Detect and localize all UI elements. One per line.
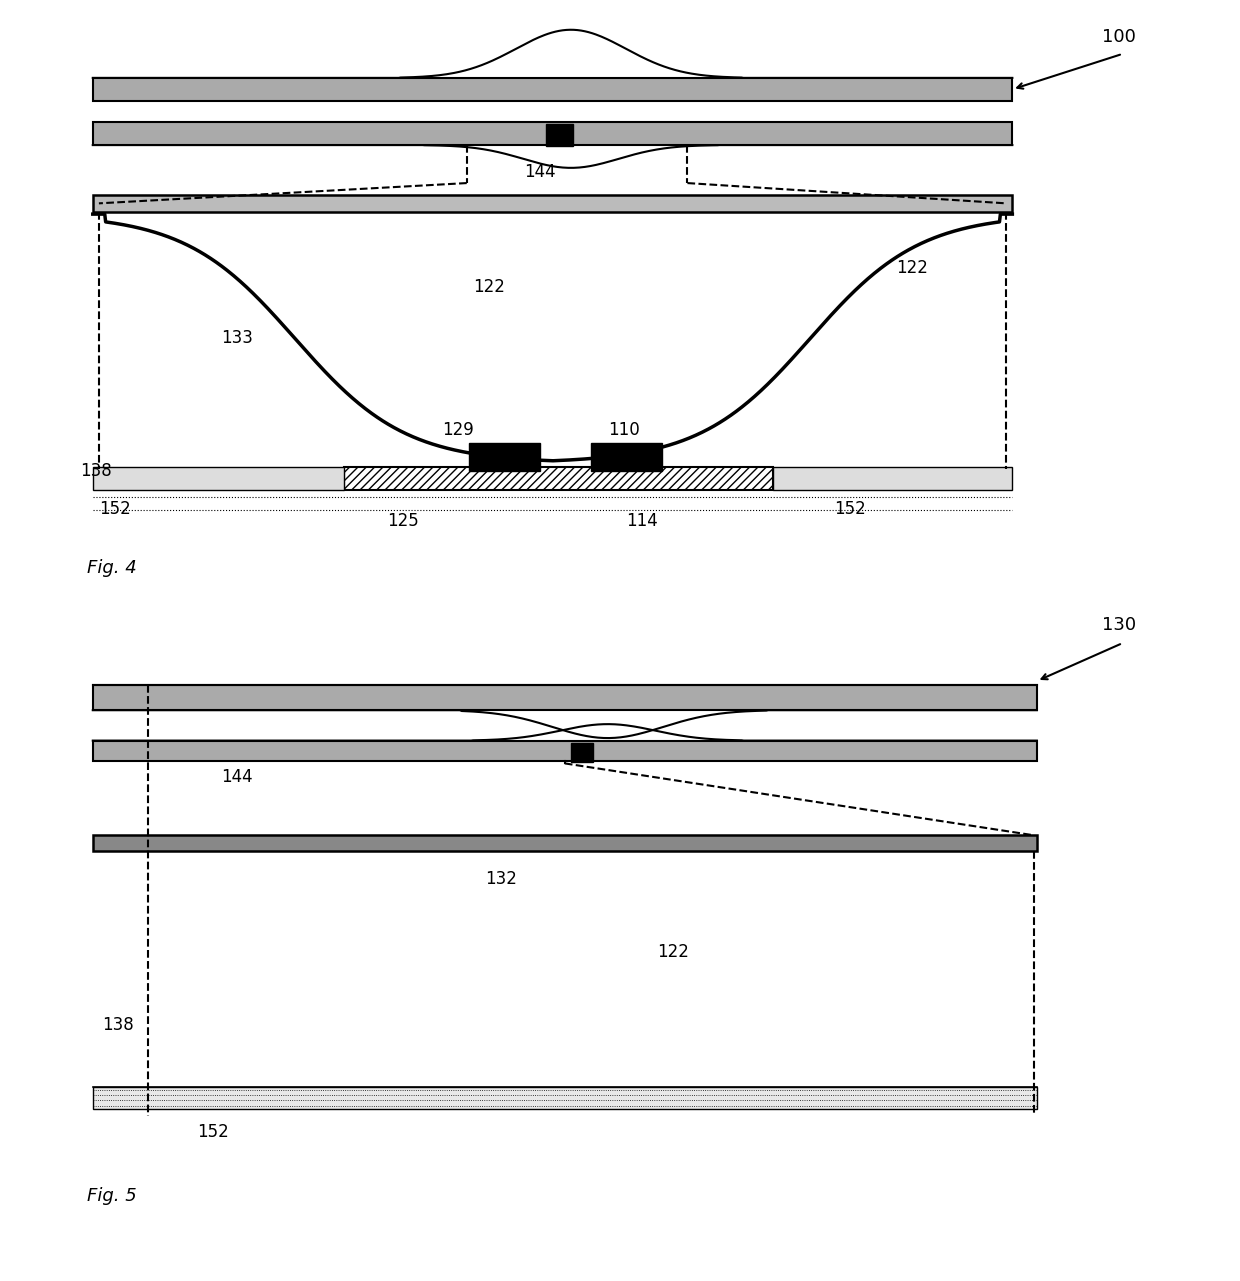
Bar xyxy=(93,466,345,489)
Text: 138: 138 xyxy=(103,1016,134,1034)
Text: 133: 133 xyxy=(222,329,253,347)
Bar xyxy=(93,195,1012,211)
Text: 122: 122 xyxy=(657,943,688,961)
Bar xyxy=(570,743,593,762)
Bar xyxy=(590,443,662,470)
Bar xyxy=(93,78,1012,101)
Bar xyxy=(93,685,1037,710)
Text: 114: 114 xyxy=(626,512,658,530)
Text: 144: 144 xyxy=(525,163,556,181)
Text: 152: 152 xyxy=(197,1123,228,1141)
Bar xyxy=(93,122,1012,145)
Bar xyxy=(547,123,573,146)
Bar xyxy=(93,740,1037,761)
Text: 110: 110 xyxy=(608,421,640,439)
Text: 122: 122 xyxy=(472,278,505,296)
Text: 130: 130 xyxy=(1102,616,1136,634)
Bar xyxy=(93,1086,1037,1109)
Bar xyxy=(469,443,541,470)
Bar xyxy=(93,835,1037,852)
Text: 132: 132 xyxy=(485,870,517,888)
Text: 122: 122 xyxy=(895,259,928,277)
Text: 152: 152 xyxy=(99,500,130,518)
Text: 144: 144 xyxy=(222,769,253,787)
Text: 125: 125 xyxy=(387,512,419,530)
Bar xyxy=(345,466,774,489)
Text: 152: 152 xyxy=(835,500,867,518)
Text: Fig. 5: Fig. 5 xyxy=(87,1186,136,1204)
Text: Fig. 4: Fig. 4 xyxy=(87,560,136,578)
Text: 129: 129 xyxy=(443,421,474,439)
Bar xyxy=(774,466,1012,489)
Text: 138: 138 xyxy=(81,461,113,480)
Text: 100: 100 xyxy=(1102,28,1136,46)
